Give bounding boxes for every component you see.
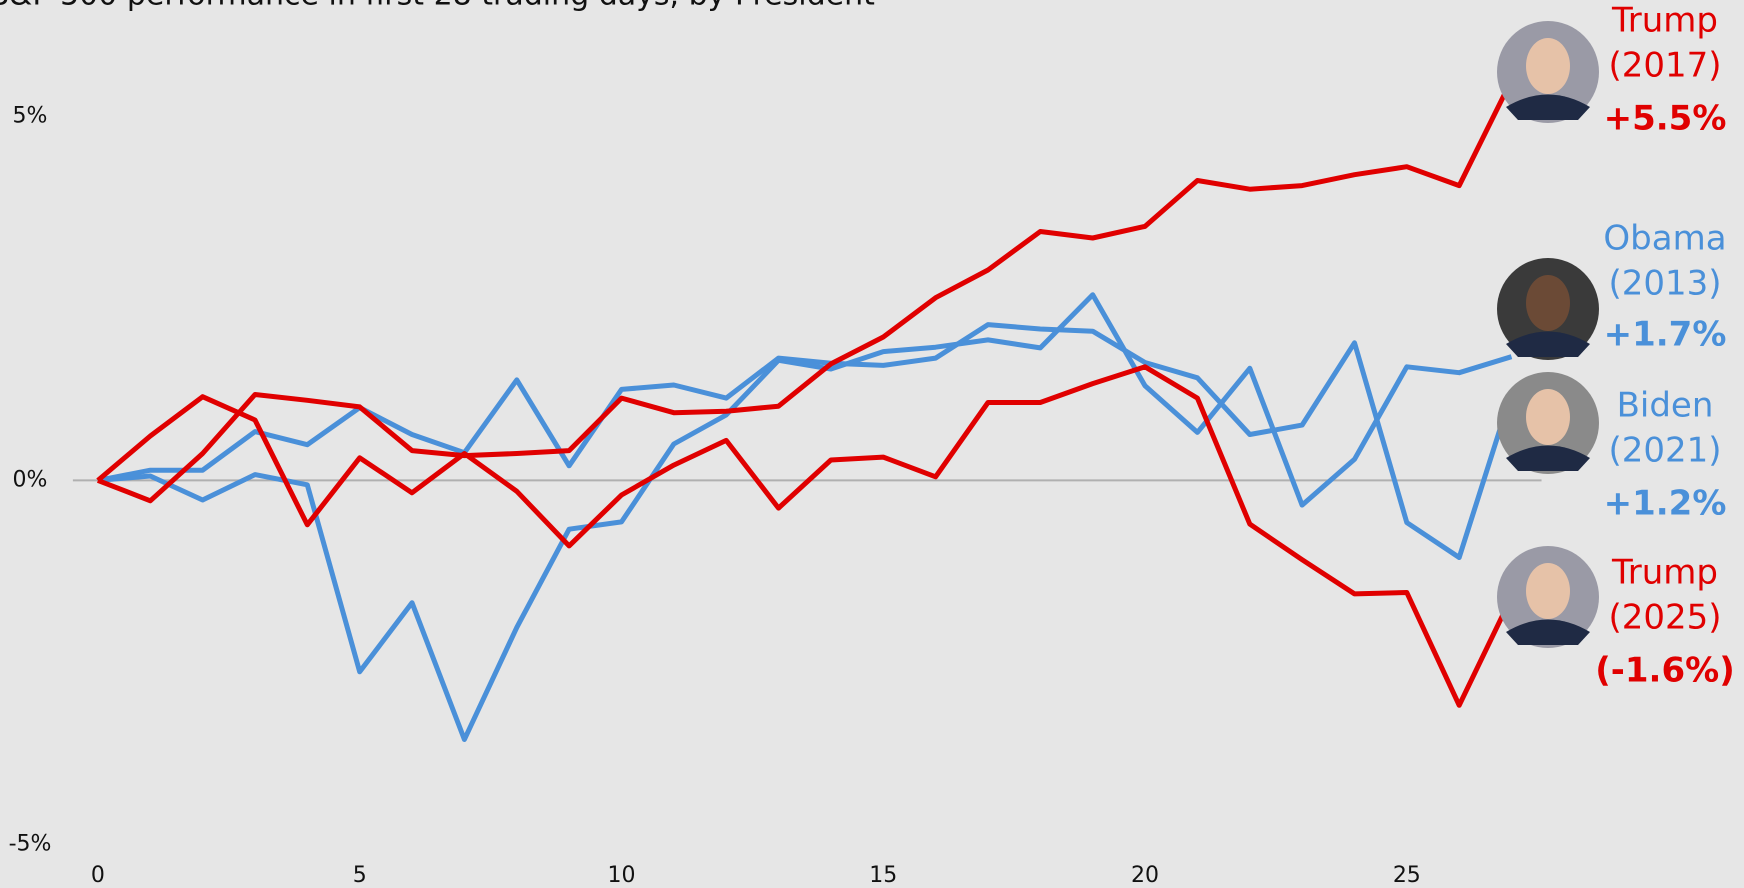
- x-tick-label: 20: [1131, 863, 1159, 888]
- x-tick-label: 0: [91, 863, 105, 888]
- legend-name: Biden: [1617, 386, 1714, 426]
- legend-year: (2017): [1608, 46, 1721, 86]
- legend-name: Obama: [1603, 219, 1726, 259]
- portrait-body: [1506, 331, 1590, 357]
- series-line: [96, 78, 1514, 504]
- x-tick-label: 5: [353, 863, 367, 888]
- portrait: [1497, 372, 1599, 474]
- end-value-label: (-1.6%): [1595, 651, 1735, 691]
- legend-name: Trump: [1611, 553, 1718, 593]
- portrait-body: [1506, 619, 1590, 645]
- portrait-face: [1526, 389, 1570, 445]
- portrait-body: [1506, 445, 1590, 471]
- legend-year: (2013): [1608, 264, 1721, 304]
- y-tick-label: -5%: [9, 831, 52, 856]
- series-line: [97, 292, 1513, 742]
- portrait-face: [1526, 275, 1570, 331]
- end-value-label: +1.7%: [1604, 315, 1727, 355]
- legend-name: Trump: [1611, 1, 1718, 41]
- y-tick-label: 0%: [13, 467, 48, 492]
- portrait: [1497, 258, 1599, 360]
- x-tick-label: 10: [607, 863, 635, 888]
- series-line: [97, 322, 1514, 560]
- portrait-body: [1506, 94, 1590, 120]
- portrait-face: [1526, 563, 1570, 619]
- x-tick-label: 15: [869, 863, 897, 888]
- chart-title: S&P 500 performance in first 28 trading …: [0, 0, 875, 13]
- portrait-face: [1526, 38, 1570, 94]
- legend-year: (2021): [1608, 431, 1721, 471]
- portrait: [1497, 21, 1599, 123]
- series-line: [96, 364, 1514, 708]
- portrait: [1497, 546, 1599, 648]
- y-tick-label: 5%: [13, 103, 48, 128]
- end-value-label: +1.2%: [1604, 484, 1727, 524]
- legend-year: (2025): [1608, 598, 1721, 638]
- end-value-label: +5.5%: [1604, 99, 1727, 139]
- x-tick-label: 25: [1393, 863, 1421, 888]
